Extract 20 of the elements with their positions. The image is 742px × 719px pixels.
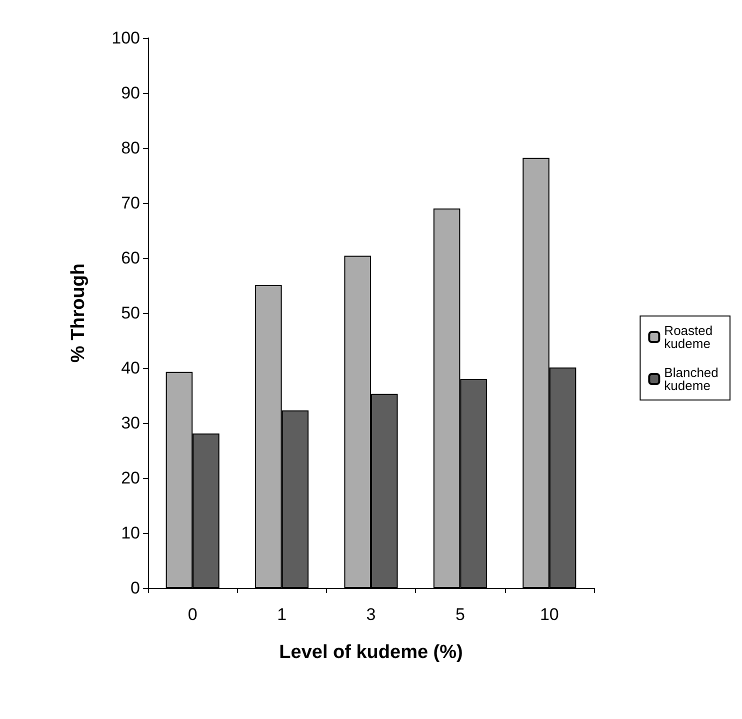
x-tick-label: 1 — [277, 605, 287, 624]
y-tick-label: 60 — [121, 248, 140, 268]
x-tick-label: 10 — [540, 605, 559, 624]
y-tick-label: 50 — [121, 304, 140, 322]
y-tick-label: 40 — [121, 358, 140, 378]
legend-label: Blanched kudeme — [664, 365, 722, 393]
y-tick-label: 90 — [121, 84, 140, 102]
y-tick-label: 100 — [112, 28, 140, 48]
legend-label: Roasted kudeme — [664, 323, 716, 351]
x-tick-label: 0 — [188, 605, 198, 624]
x-tick-label: 5 — [455, 605, 465, 624]
y-tick-label: 10 — [121, 524, 140, 542]
x-tick-label: 3 — [366, 605, 376, 624]
x-axis-title: Level of kudeme (%) — [279, 642, 463, 663]
y-axis-title: % Through — [68, 263, 89, 363]
y-tick-label: 70 — [121, 194, 140, 212]
y-tick-label: 20 — [121, 468, 140, 488]
y-tick-label: 30 — [121, 414, 140, 432]
y-tick-label: 80 — [121, 138, 140, 158]
y-tick-label: 0 — [130, 578, 140, 598]
